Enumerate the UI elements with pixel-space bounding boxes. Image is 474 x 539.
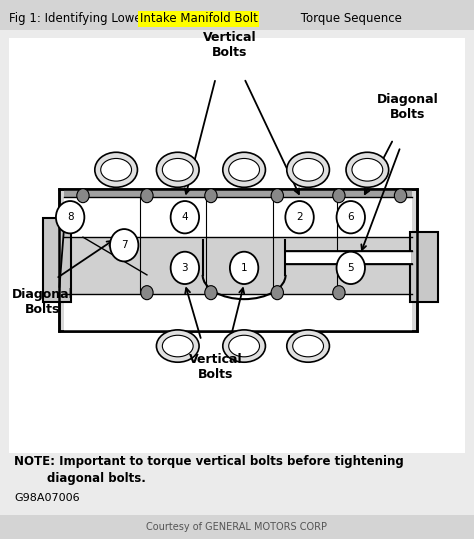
Bar bbox=[64, 283, 412, 331]
Bar bbox=[64, 237, 412, 294]
Circle shape bbox=[230, 252, 258, 284]
Ellipse shape bbox=[228, 158, 259, 181]
Text: Diagonal
Bolts: Diagonal Bolts bbox=[377, 93, 438, 121]
Text: 8: 8 bbox=[67, 212, 73, 222]
Circle shape bbox=[205, 189, 217, 203]
Circle shape bbox=[171, 252, 199, 284]
Ellipse shape bbox=[95, 152, 137, 187]
Circle shape bbox=[171, 201, 199, 233]
Bar bbox=[43, 218, 71, 302]
Text: 2: 2 bbox=[296, 212, 303, 222]
Circle shape bbox=[205, 286, 217, 300]
Ellipse shape bbox=[156, 152, 199, 187]
Text: G98A07006: G98A07006 bbox=[14, 493, 80, 503]
Circle shape bbox=[141, 189, 153, 203]
Bar bbox=[64, 191, 412, 240]
Ellipse shape bbox=[287, 152, 329, 187]
Ellipse shape bbox=[287, 330, 329, 362]
Circle shape bbox=[333, 189, 345, 203]
Ellipse shape bbox=[223, 152, 265, 187]
Ellipse shape bbox=[223, 330, 265, 362]
Text: 5: 5 bbox=[347, 263, 354, 273]
Ellipse shape bbox=[352, 158, 383, 181]
Text: Vertical
Bolts: Vertical Bolts bbox=[189, 353, 243, 381]
Ellipse shape bbox=[156, 330, 199, 362]
Circle shape bbox=[271, 189, 283, 203]
Ellipse shape bbox=[293, 158, 323, 181]
Circle shape bbox=[271, 286, 283, 300]
Ellipse shape bbox=[293, 335, 323, 357]
Circle shape bbox=[394, 189, 407, 203]
Bar bbox=[286, 251, 411, 264]
Circle shape bbox=[141, 286, 153, 300]
Text: 7: 7 bbox=[121, 240, 128, 250]
Ellipse shape bbox=[162, 335, 193, 357]
Text: 4: 4 bbox=[182, 212, 188, 222]
Circle shape bbox=[285, 201, 314, 233]
Text: Intake Manifold Bolt: Intake Manifold Bolt bbox=[140, 12, 258, 25]
Text: Courtesy of GENERAL MOTORS CORP: Courtesy of GENERAL MOTORS CORP bbox=[146, 522, 328, 532]
Text: Vertical
Bolts: Vertical Bolts bbox=[203, 31, 257, 59]
Bar bbox=[410, 232, 438, 302]
Text: NOTE: Important to torque vertical bolts before tightening: NOTE: Important to torque vertical bolts… bbox=[14, 455, 404, 468]
Ellipse shape bbox=[162, 158, 193, 181]
Text: Torque Sequence: Torque Sequence bbox=[297, 12, 402, 25]
Ellipse shape bbox=[100, 158, 131, 181]
Text: Fig 1: Identifying Lower: Fig 1: Identifying Lower bbox=[9, 12, 151, 25]
Text: 1: 1 bbox=[241, 263, 247, 273]
Circle shape bbox=[333, 286, 345, 300]
Bar bbox=[0, 0, 474, 30]
Text: 6: 6 bbox=[347, 212, 354, 222]
Bar bbox=[0, 515, 474, 539]
Circle shape bbox=[110, 229, 138, 261]
Bar bbox=[64, 189, 412, 197]
Ellipse shape bbox=[228, 335, 259, 357]
Bar bbox=[9, 38, 465, 453]
Circle shape bbox=[337, 201, 365, 233]
Circle shape bbox=[77, 189, 89, 203]
Circle shape bbox=[337, 252, 365, 284]
Text: 3: 3 bbox=[182, 263, 188, 273]
Bar bbox=[59, 189, 417, 331]
Text: Diagonal
Bolts: Diagonal Bolts bbox=[12, 288, 73, 316]
Ellipse shape bbox=[346, 152, 389, 187]
Text: diagonal bolts.: diagonal bolts. bbox=[14, 472, 146, 485]
Circle shape bbox=[56, 201, 84, 233]
